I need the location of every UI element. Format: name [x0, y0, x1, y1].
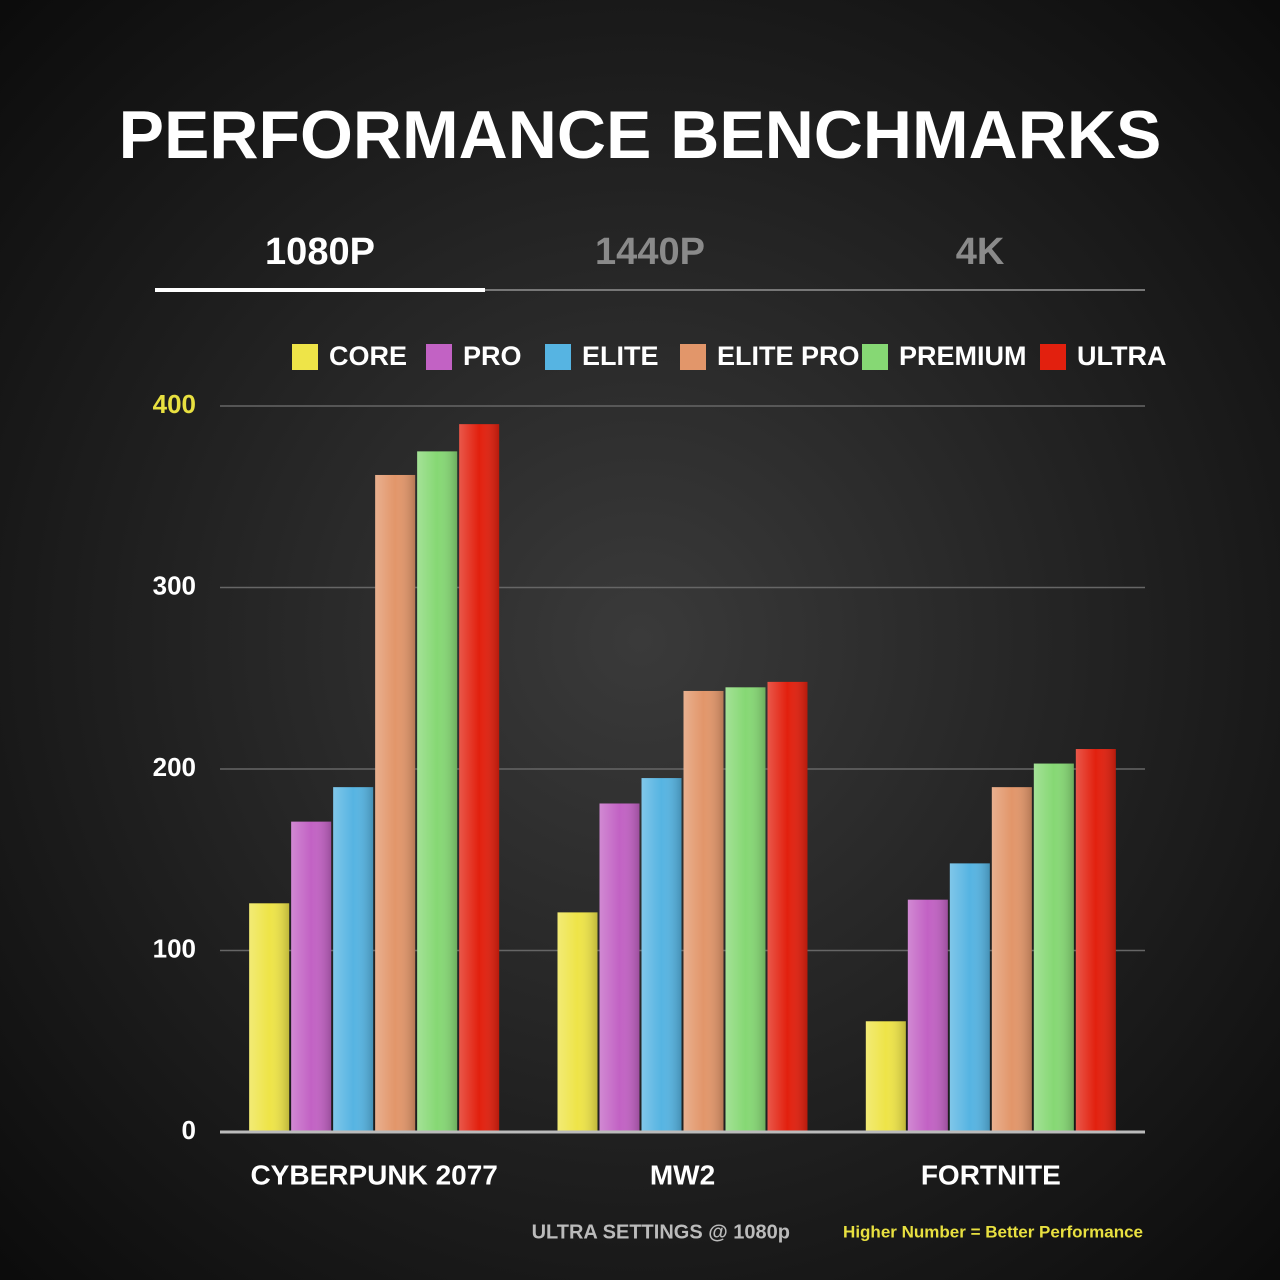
bar-shade	[865, 1021, 906, 1132]
legend-swatch	[680, 344, 706, 370]
bar-shade	[991, 787, 1032, 1132]
legend-swatch	[862, 344, 888, 370]
bar-shade	[641, 778, 682, 1132]
footer-settings: ULTRA SETTINGS @ 1080p	[532, 1221, 790, 1243]
bar-shade	[767, 681, 808, 1132]
tab[interactable]: 1080P	[265, 231, 375, 273]
y-tick-label: 400	[153, 389, 196, 419]
tab[interactable]: 4K	[956, 231, 1005, 273]
y-tick-label: 200	[153, 752, 196, 782]
bar-shade	[333, 787, 374, 1132]
bar-shade	[375, 474, 416, 1133]
chart-title: PERFORMANCE BENCHMARKS	[119, 97, 1162, 173]
legend-swatch	[545, 344, 571, 370]
bar-shade	[683, 690, 724, 1132]
legend-swatch	[426, 344, 452, 370]
bar-shade	[417, 451, 458, 1132]
y-tick-label: 100	[153, 933, 196, 963]
bar-shade	[249, 903, 290, 1132]
bar-shade	[557, 912, 598, 1132]
y-tick-label: 300	[153, 570, 196, 600]
bar-shade	[949, 863, 990, 1132]
legend-label: ULTRA	[1077, 341, 1166, 371]
legend-label: PRO	[463, 341, 522, 371]
bar-shade	[907, 899, 948, 1132]
bar-shade	[291, 821, 332, 1132]
legend-label: CORE	[329, 341, 407, 371]
x-tick-label: CYBERPUNK 2077	[250, 1159, 497, 1190]
legend-swatch	[1040, 344, 1066, 370]
bar-shade	[599, 803, 640, 1132]
x-tick-label: FORTNITE	[921, 1159, 1061, 1190]
bar-shade	[459, 424, 500, 1132]
legend-label: ELITE PRO	[717, 341, 860, 371]
tab[interactable]: 1440P	[595, 231, 705, 273]
y-tick-label: 0	[182, 1115, 196, 1145]
bar-shade	[725, 687, 766, 1132]
legend-label: PREMIUM	[899, 341, 1027, 371]
legend-label: ELITE	[582, 341, 659, 371]
footer-note: Higher Number = Better Performance	[843, 1222, 1143, 1241]
legend-swatch	[292, 344, 318, 370]
bar-shade	[1075, 749, 1116, 1132]
bar-shade	[1033, 763, 1074, 1132]
x-tick-label: MW2	[650, 1159, 715, 1190]
